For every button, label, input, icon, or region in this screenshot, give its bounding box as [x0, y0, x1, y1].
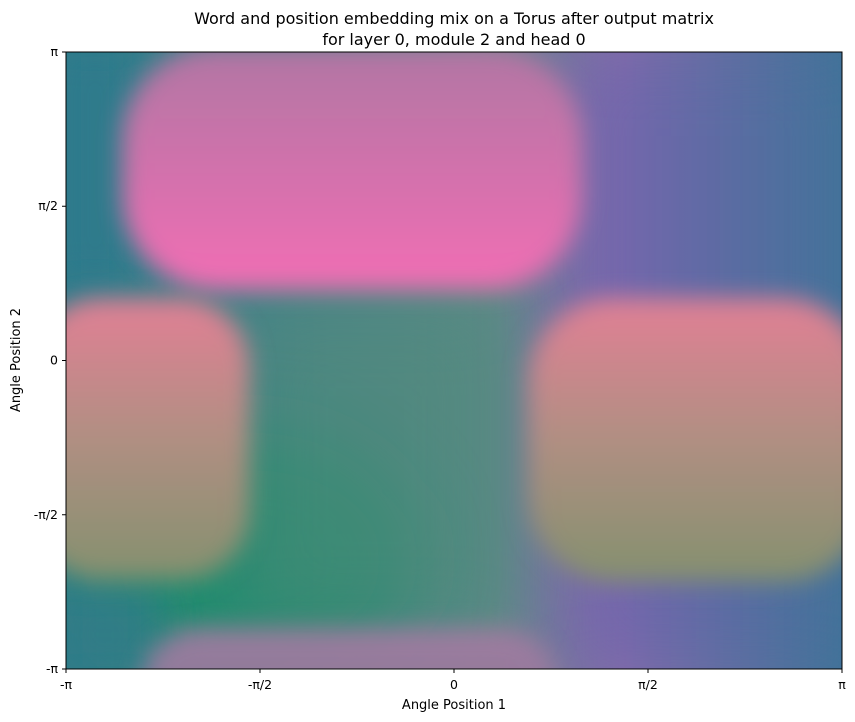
heatmap-region-pink: [122, 52, 582, 290]
y-tick-label: -π/2: [34, 507, 58, 522]
y-tick-label: π/2: [38, 198, 58, 213]
heatmap-region-bottom-lobe: [143, 628, 557, 669]
x-tick-label: -π/2: [248, 677, 272, 692]
heatmap-region-center-green: [240, 300, 500, 630]
chart-title-line1: Word and position embedding mix on a Tor…: [194, 9, 714, 28]
x-tick-label: -π: [60, 677, 73, 692]
x-axis-label: Angle Position 1: [402, 698, 506, 713]
y-tick-label: -π: [46, 661, 59, 676]
chart-title-line2: for layer 0, module 2 and head 0: [322, 30, 585, 49]
y-tick-label: 0: [50, 353, 58, 368]
heatmap-region-right-band: [528, 298, 842, 582]
x-tick-label: π/2: [638, 677, 658, 692]
heatmap-region-bottomleft-teal: [66, 585, 160, 669]
x-tick-label: π: [838, 677, 846, 692]
y-axis: π π/2 0 -π/2 -π: [34, 44, 66, 676]
chart-title: Word and position embedding mix on a Tor…: [194, 9, 714, 49]
y-tick-label: π: [50, 44, 58, 59]
heatmap-region-left-band: [66, 298, 250, 580]
y-axis-label: Angle Position 2: [9, 308, 24, 412]
x-axis: -π -π/2 0 π/2 π: [60, 669, 846, 692]
heatmap-image: [66, 52, 842, 669]
x-tick-label: 0: [450, 677, 458, 692]
